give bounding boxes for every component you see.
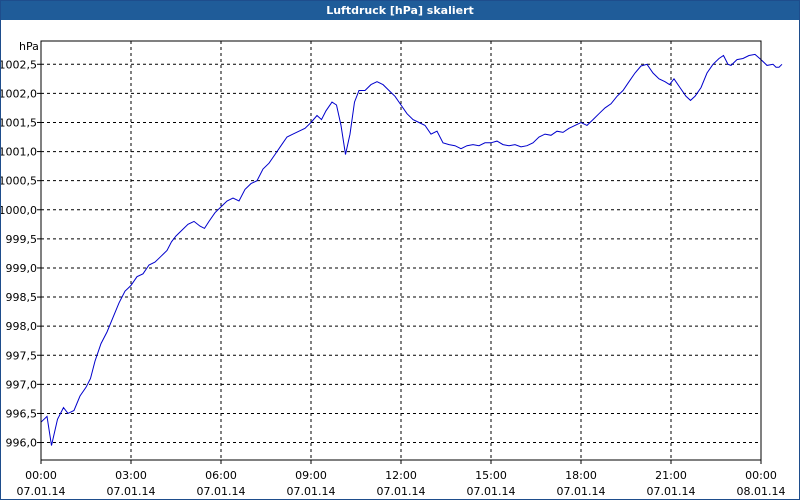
y-tick-label: 1002,5 [1, 58, 37, 71]
y-tick-label: 1001,0 [1, 146, 37, 159]
x-tick-time-label: 15:00 [475, 469, 507, 482]
x-tick-date-label: 07.01.14 [17, 485, 66, 498]
y-tick-label: 999,5 [6, 233, 38, 246]
x-tick-labels: 00:00 07.01.14 03:00 07.01.14 06:00 07.01.14 0… [17, 469, 786, 498]
y-tick-labels: 996,0 996,5 997,0 997,5 998,0 998,5 999,0 999,5… [1, 58, 37, 449]
plot-area-border [40, 40, 762, 461]
series-line [40, 53, 783, 446]
x-tick-date-label: 07.01.14 [377, 485, 426, 498]
x-tick-time-label: 21:00 [655, 469, 687, 482]
x-tick-time-label: 06:00 [205, 469, 237, 482]
x-tick-date-label: 07.01.14 [197, 485, 246, 498]
y-axis-unit: hPa [19, 40, 39, 53]
y-tick-label: 1001,5 [1, 116, 37, 129]
y-tick-label: 996,5 [6, 407, 38, 420]
y-tick-label: 1000,0 [1, 204, 37, 217]
y-tick-label: 1002,0 [1, 87, 37, 100]
x-tick-time-label: 09:00 [295, 469, 327, 482]
x-tick-time-label: 12:00 [385, 469, 417, 482]
y-tick-label: 998,5 [6, 291, 38, 304]
x-tick-date-label: 07.01.14 [467, 485, 516, 498]
chart-title: Luftdruck [hPa] skaliert [1, 1, 799, 20]
x-tick-time-label: 18:00 [565, 469, 597, 482]
x-tick-date-label: 08.01.14 [737, 485, 786, 498]
y-tick-label: 999,0 [6, 262, 38, 275]
series-line-group [40, 53, 783, 446]
x-tick-date-label: 07.01.14 [107, 485, 156, 498]
x-tick-time-label: 00:00 [25, 469, 57, 482]
y-tick-label: 997,0 [6, 378, 38, 391]
x-tick-date-label: 07.01.14 [287, 485, 336, 498]
x-tick-time-label: 00:00 [745, 469, 777, 482]
x-tick-time-label: 03:00 [115, 469, 147, 482]
x-tick-date-label: 07.01.14 [557, 485, 606, 498]
grid-lines [37, 41, 762, 464]
y-tick-label: 996,0 [6, 437, 38, 450]
y-tick-label: 998,0 [6, 320, 38, 333]
x-tick-date-label: 07.01.14 [647, 485, 696, 498]
y-tick-label: 997,5 [6, 349, 38, 362]
y-tick-label: 1000,5 [1, 175, 37, 188]
line-chart: 996,0 996,5 997,0 997,5 998,0 998,5 999,0 999,5… [1, 40, 786, 498]
